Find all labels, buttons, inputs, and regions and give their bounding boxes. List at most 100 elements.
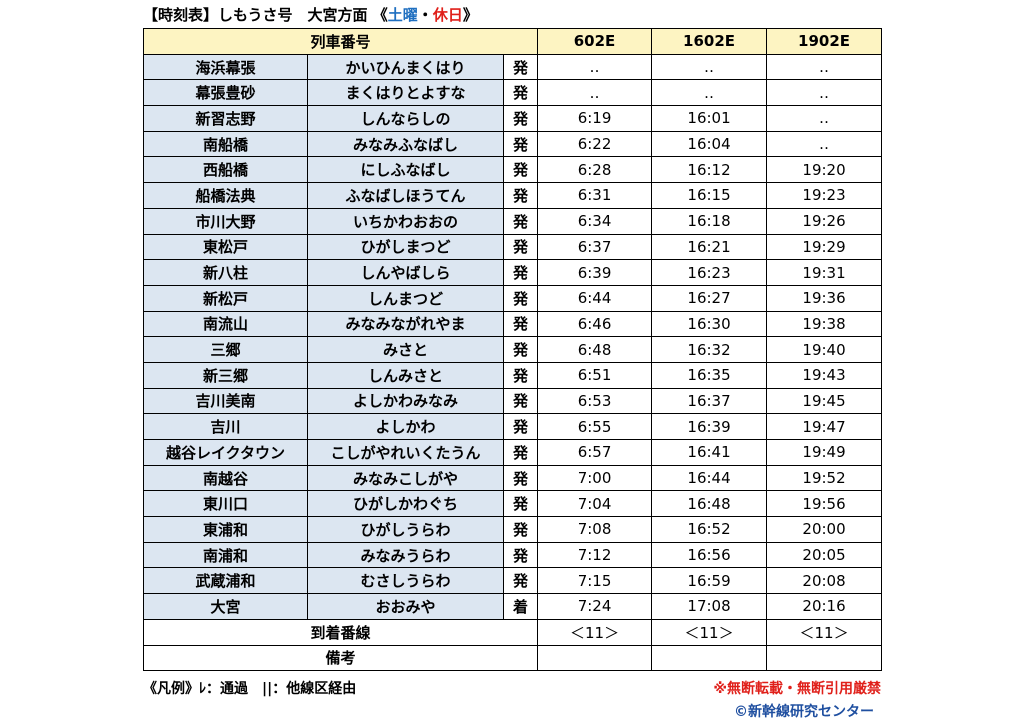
time: 16:04	[651, 130, 768, 158]
stop-type: 発	[502, 516, 539, 543]
stop-type: 発	[502, 79, 539, 107]
stop-type: 発	[502, 541, 539, 569]
time: 16:48	[651, 490, 768, 518]
time: 6:53	[537, 387, 653, 415]
title-holiday: 休日	[432, 6, 463, 24]
stop-type: 発	[502, 207, 539, 235]
time: 6:34	[537, 207, 653, 235]
time: 7:04	[537, 490, 653, 518]
time: 17:08	[651, 593, 768, 620]
time: 19:56	[766, 490, 883, 518]
time: 6:22	[537, 130, 653, 158]
station: 吉川美南	[143, 387, 308, 415]
time: 16:01	[651, 105, 768, 132]
time: 16:44	[651, 464, 768, 492]
time: 19:31	[766, 259, 883, 286]
table-row: 南越谷 みなみこしがや発 7:00 16:44 19:52	[143, 464, 883, 492]
table-row: 南船橋 みなみふなばし発 6:22 16:04 ‥	[143, 130, 883, 158]
stop-type: 発	[502, 53, 539, 81]
time: 19:29	[766, 233, 883, 261]
station: 海浜幕張	[143, 53, 308, 81]
time: 16:39	[651, 413, 768, 440]
time: 19:47	[766, 413, 883, 440]
table-row: 西船橋 にしふなばし発 6:28 16:12 19:20	[143, 156, 883, 184]
table-row: 列車番号 602E 1602E 1902E	[142, 28, 883, 55]
time: 16:59	[651, 567, 768, 595]
time: 19:38	[766, 310, 883, 338]
time: 19:23	[766, 182, 883, 209]
time: 19:45	[766, 387, 883, 415]
time: 6:39	[537, 259, 653, 286]
station-kana: しんみさと	[307, 361, 504, 389]
table-row: 幕張豊砂 まくはりとよすな発 ‥ ‥ ‥	[143, 79, 883, 107]
time: 19:36	[766, 284, 883, 312]
table-row: 備考	[142, 644, 883, 672]
time: ‥	[651, 53, 768, 81]
time: 19:26	[766, 207, 883, 235]
train-number: 602E	[537, 28, 653, 55]
time: ‥	[766, 105, 883, 132]
station-kana: ふなばしほうてん	[307, 182, 504, 209]
remarks	[537, 644, 653, 672]
time: 6:37	[537, 233, 653, 261]
station: 西船橋	[143, 156, 308, 184]
time: 6:28	[537, 156, 653, 184]
time: 7:12	[537, 541, 653, 569]
station-kana: みなみながれやま	[307, 310, 504, 338]
time: 19:49	[766, 439, 883, 466]
time: 6:51	[537, 361, 653, 389]
table-row: 新三郷 しんみさと発 6:51 16:35 19:43	[143, 361, 883, 389]
station-kana: しんまつど	[307, 284, 504, 312]
remarks	[766, 644, 883, 672]
time: 16:37	[651, 387, 768, 415]
station: 新三郷	[143, 361, 308, 389]
remarks	[651, 644, 768, 672]
time: 6:19	[537, 105, 653, 132]
credit: ©新幹線研究センター	[734, 704, 874, 720]
stop-type: 発	[502, 464, 539, 492]
time: 16:30	[651, 310, 768, 338]
station: 幕張豊砂	[143, 79, 308, 107]
time: 16:35	[651, 361, 768, 389]
stop-type: 発	[502, 156, 539, 184]
time: 16:23	[651, 259, 768, 286]
time: 6:44	[537, 284, 653, 312]
stop-type: 発	[502, 284, 539, 312]
table-row: 海浜幕張 かいひんまくはり発 ‥ ‥ ‥	[143, 53, 883, 81]
time: 6:46	[537, 310, 653, 338]
time: ‥	[537, 53, 653, 81]
station: 武蔵浦和	[143, 567, 308, 595]
platform-label: 到着番線	[142, 618, 539, 646]
station: 新習志野	[143, 105, 308, 132]
table-row: 新習志野 しんならしの発 6:19 16:01 ‥	[143, 105, 883, 132]
time: ‥	[651, 79, 768, 107]
station-kana: よしかわみなみ	[307, 387, 504, 415]
time: 20:00	[766, 516, 883, 543]
timetable: 列車番号 602E 1602E 1902E 海浜幕張 かいひんまくはり発 ‥ ‥ ‥ 幕張豊砂 まく…	[142, 28, 883, 672]
table-row: 船橋法典 ふなばしほうてん発 6:31 16:15 19:23	[143, 182, 883, 209]
time: 6:55	[537, 413, 653, 440]
station: 東川口	[143, 490, 308, 518]
station: 南越谷	[143, 464, 308, 492]
time: 16:18	[651, 207, 768, 235]
platform: ＜11＞	[766, 618, 883, 646]
table-row: 東浦和 ひがしうらわ発 7:08 16:52 20:00	[143, 516, 883, 543]
time: 6:31	[537, 182, 653, 209]
platform: ＜11＞	[651, 618, 768, 646]
stop-type: 発	[502, 105, 539, 132]
station: 吉川	[143, 413, 308, 440]
stop-type: 発	[502, 259, 539, 286]
station: 南浦和	[143, 541, 308, 569]
time: 7:00	[537, 464, 653, 492]
time: 16:15	[651, 182, 768, 209]
legend: 《凡例》ﾚ：通過 ||：他線区経由	[143, 681, 357, 697]
table-row: 新八柱 しんやばしら発 6:39 16:23 19:31	[143, 259, 883, 286]
time: 16:41	[651, 439, 768, 466]
station: 東松戸	[143, 233, 308, 261]
time: 16:12	[651, 156, 768, 184]
table-row: 市川大野 いちかわおおの発 6:34 16:18 19:26	[143, 207, 883, 235]
stop-type: 発	[502, 387, 539, 415]
stop-type: 発	[502, 439, 539, 466]
station-kana: ひがしうらわ	[307, 516, 504, 543]
time: 19:43	[766, 361, 883, 389]
